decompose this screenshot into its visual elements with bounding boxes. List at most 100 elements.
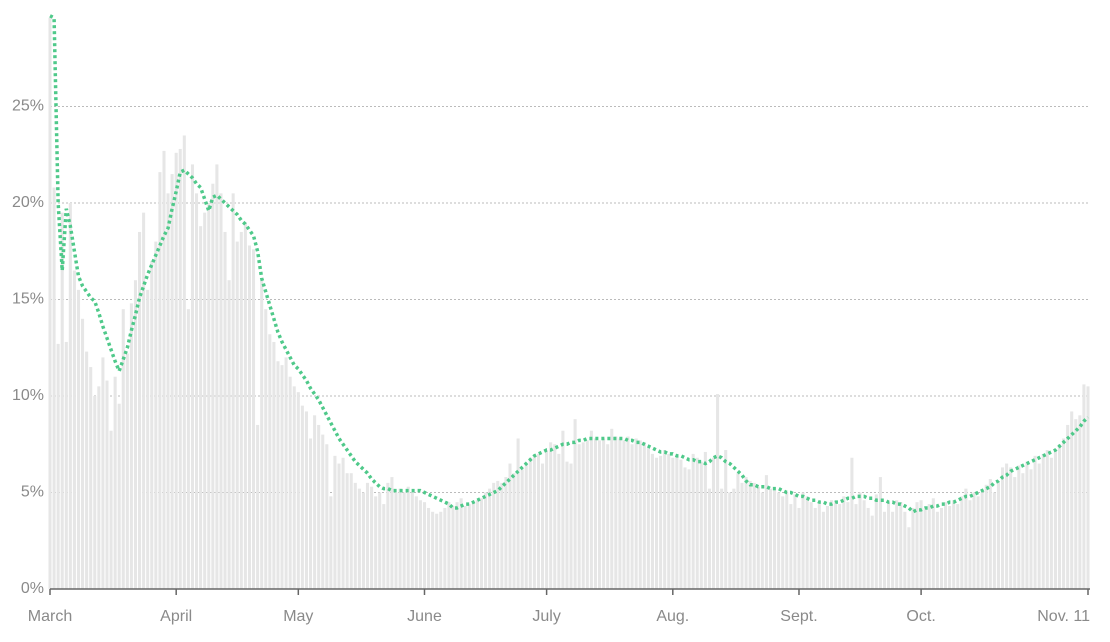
bar: [349, 473, 353, 589]
bar: [300, 405, 304, 589]
bar: [614, 436, 618, 589]
bar: [825, 506, 830, 589]
bar: [891, 511, 895, 589]
bar: [532, 455, 536, 589]
bar: [1049, 457, 1053, 589]
bar: [618, 438, 622, 589]
bar: [471, 502, 475, 589]
bar: [854, 504, 858, 589]
bar: [866, 507, 870, 589]
bar: [773, 490, 777, 589]
bar: [117, 403, 121, 589]
bar: [508, 463, 512, 589]
y-tick-label: 10%: [12, 387, 44, 404]
bar: [272, 341, 276, 589]
bar: [992, 492, 996, 589]
bar: [227, 280, 231, 589]
bar: [345, 473, 349, 589]
y-tick-label: 5%: [21, 484, 44, 501]
bar: [158, 172, 162, 589]
bar: [589, 430, 593, 589]
bar: [1021, 473, 1025, 589]
bar: [479, 498, 484, 589]
bar: [968, 500, 972, 589]
bar: [492, 482, 496, 589]
bar: [809, 502, 813, 589]
bar: [834, 502, 838, 589]
bar: [654, 457, 659, 589]
bar: [1017, 465, 1021, 589]
bar: [1070, 411, 1074, 589]
bar: [1086, 386, 1090, 589]
bar: [292, 386, 296, 589]
bar: [687, 469, 691, 589]
bar: [610, 428, 614, 589]
bar: [626, 436, 630, 589]
bar: [243, 222, 247, 590]
bar: [56, 343, 60, 589]
bar: [394, 492, 398, 589]
bar: [622, 440, 626, 589]
bar: [370, 486, 374, 589]
bar: [443, 507, 447, 589]
bar: [1037, 463, 1041, 589]
bar: [451, 506, 455, 589]
bar: [903, 511, 907, 589]
bar: [711, 457, 716, 589]
bar: [606, 444, 610, 589]
bar: [484, 492, 488, 589]
bar: [650, 453, 654, 589]
bar: [720, 488, 724, 589]
bar: [984, 484, 988, 589]
bar: [956, 504, 960, 589]
bar: [646, 448, 650, 589]
bar: [52, 187, 56, 589]
bar: [899, 502, 903, 589]
bar: [463, 506, 467, 589]
bar: [1082, 384, 1086, 589]
bar: [691, 453, 695, 589]
bar: [512, 473, 516, 589]
bar: [186, 309, 190, 589]
bar: [931, 498, 935, 589]
bar: [671, 457, 675, 589]
bar: [203, 212, 207, 589]
bar: [178, 148, 182, 589]
bar: [325, 444, 329, 589]
bar: [874, 494, 878, 589]
bar: [923, 507, 927, 589]
bar: [516, 438, 520, 589]
bar: [357, 488, 361, 589]
bar: [154, 241, 158, 589]
bar: [573, 419, 577, 589]
bar: [699, 461, 703, 589]
y-tick-label: 20%: [12, 194, 44, 211]
bar: [777, 492, 781, 589]
x-tick-label: Oct.: [906, 608, 935, 625]
bar: [838, 504, 842, 589]
bar: [663, 450, 667, 589]
bar: [439, 511, 443, 589]
bar: [435, 513, 439, 589]
bar: [382, 504, 386, 589]
bar: [280, 365, 284, 589]
bar: [247, 245, 251, 589]
bar: [68, 203, 72, 589]
bar: [593, 438, 597, 589]
bar: [174, 152, 178, 589]
bar: [260, 280, 264, 589]
bar: [410, 492, 414, 589]
bar: [235, 241, 239, 589]
bar: [541, 463, 545, 589]
bar: [585, 440, 589, 589]
bar: [317, 424, 321, 589]
x-tick-label: Aug.: [656, 608, 689, 625]
bar: [948, 506, 952, 589]
bar: [402, 492, 406, 589]
bar: [846, 502, 850, 589]
bar: [549, 442, 553, 589]
bar: [911, 507, 915, 589]
bar: [577, 444, 581, 589]
bar: [724, 450, 728, 589]
